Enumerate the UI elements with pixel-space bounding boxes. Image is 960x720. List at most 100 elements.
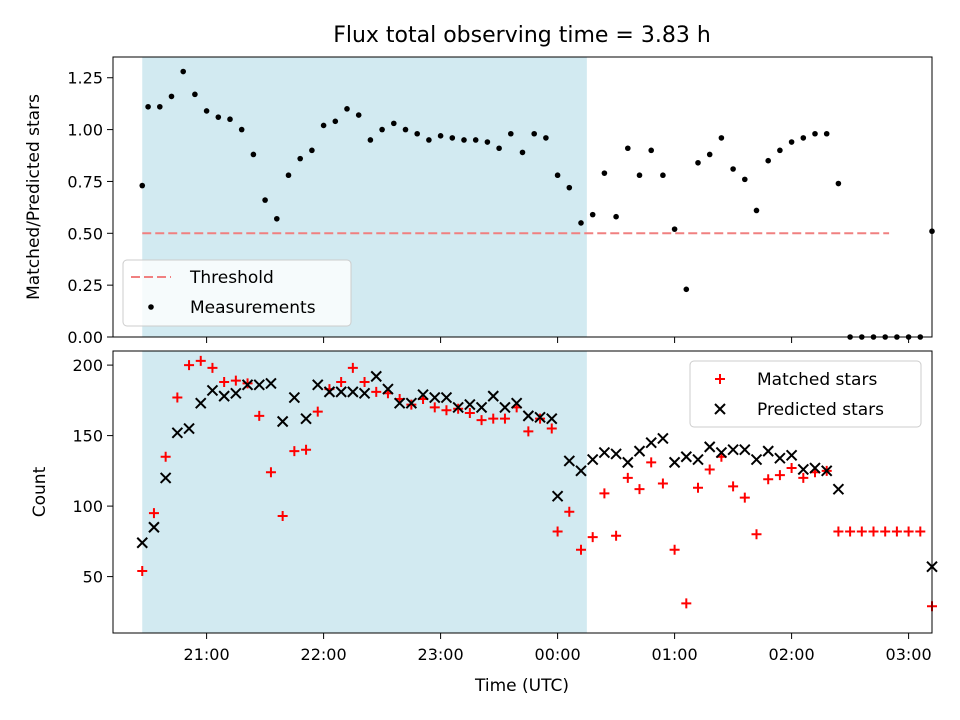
predicted-point <box>774 452 786 464</box>
predicted-point <box>288 391 301 404</box>
predicted-point <box>598 446 611 459</box>
measurement-point <box>765 157 771 164</box>
legend-predicted-swatch <box>714 403 726 415</box>
predicted-point <box>510 397 523 409</box>
measurement-point <box>426 137 432 143</box>
matched-point <box>833 526 844 537</box>
predicted-point <box>230 387 242 400</box>
matched-point <box>265 467 276 478</box>
predicted-point <box>241 379 254 391</box>
predicted-point <box>586 453 599 466</box>
matched-point <box>552 526 563 537</box>
measurement-point <box>671 226 678 232</box>
matched-point <box>576 544 586 555</box>
measurement-point <box>262 197 268 203</box>
y-tick-label: 50 <box>83 568 103 587</box>
measurement-point <box>238 126 245 133</box>
count-y-label: Count <box>30 466 50 517</box>
matched-point <box>371 386 382 397</box>
x-tick-label: 21:00 <box>184 645 230 664</box>
count-axes: 21:00 22:00 23:00 00:00 01:00 02:00 03:00 50 10… <box>30 350 938 664</box>
predicted-point <box>171 427 184 439</box>
measurement-point <box>753 207 760 214</box>
matched-point <box>880 526 891 537</box>
ratio-axes: 0.00 0.25 0.50 0.75 1.00 1.25 Matched/Predict… <box>24 56 935 347</box>
matched-point <box>587 532 598 543</box>
measurement-point <box>297 155 304 162</box>
legend-matched-label: Matched stars <box>757 370 877 390</box>
predicted-point <box>534 411 546 423</box>
legend-threshold-label: Threshold <box>189 268 274 288</box>
matched-point <box>774 470 785 481</box>
measurement-point <box>823 130 830 137</box>
predicted-point <box>218 390 230 402</box>
matched-point <box>184 360 195 371</box>
ratio-x-ticks <box>206 337 910 343</box>
matched-point <box>230 375 241 386</box>
y-tick-label: 1.00 <box>67 121 103 140</box>
predicted-point <box>312 379 324 391</box>
measurement-point <box>648 147 654 154</box>
predicted-point <box>692 453 704 466</box>
y-tick-label: 1.25 <box>67 69 103 88</box>
predicted-point <box>300 412 312 425</box>
x-tick-label: 23:00 <box>418 645 464 664</box>
matched-point <box>903 526 914 537</box>
measurement-point <box>589 211 596 218</box>
measurement-point <box>215 114 222 120</box>
matched-point <box>219 377 230 388</box>
predicted-point <box>148 521 160 533</box>
legend-measurements-label: Measurements <box>190 298 316 318</box>
predicted-point <box>622 456 634 469</box>
measurement-point <box>274 215 280 222</box>
measurement-point <box>730 166 736 172</box>
measurement-point <box>706 151 713 158</box>
matched-point <box>312 406 323 417</box>
count-series-predicted-stars <box>136 370 938 573</box>
measurement-point <box>812 130 818 137</box>
y-tick-label: 0.50 <box>67 224 103 243</box>
measurement-point <box>285 172 292 179</box>
count-y-ticks: 50 100 150 200 <box>72 356 113 587</box>
measurement-point <box>660 172 666 179</box>
predicted-point <box>546 412 558 425</box>
predicted-point <box>265 377 277 390</box>
predicted-point <box>206 384 219 397</box>
predicted-point <box>551 490 564 502</box>
predicted-point <box>762 445 774 457</box>
matched-point <box>798 472 809 483</box>
measurement-point <box>718 135 725 141</box>
measurement-point <box>309 147 315 154</box>
x-tick-label: 22:00 <box>301 645 347 664</box>
count-legend-box <box>689 360 922 428</box>
matched-point <box>634 484 645 495</box>
measurement-point <box>835 180 842 187</box>
matched-point <box>564 506 575 517</box>
predicted-point <box>335 386 347 398</box>
measurement-point <box>145 103 151 110</box>
matched-point <box>669 544 680 555</box>
matched-point <box>657 478 668 489</box>
y-tick-label: 0.00 <box>67 328 103 347</box>
predicted-point <box>610 448 622 460</box>
y-tick-label: 0.75 <box>67 172 103 191</box>
matched-point <box>172 392 183 403</box>
measurement-point <box>192 91 198 98</box>
matched-point <box>347 362 358 373</box>
ratio-legend: Threshold Measurements <box>122 259 352 327</box>
measurement-point <box>139 182 146 189</box>
y-tick-label: 200 <box>72 356 103 375</box>
matched-point <box>786 463 797 474</box>
count-x-ticks: 21:00 22:00 23:00 00:00 01:00 02:00 03:00 <box>184 633 932 664</box>
matched-point <box>359 377 370 388</box>
predicted-point <box>522 410 535 422</box>
predicted-point <box>499 401 511 414</box>
measurement-point <box>250 151 257 158</box>
predicted-point <box>183 422 195 435</box>
measurement-point <box>695 159 701 166</box>
measurement-point <box>157 103 163 110</box>
matched-point <box>336 377 347 388</box>
measurement-point <box>496 145 502 152</box>
predicted-point <box>797 463 810 476</box>
